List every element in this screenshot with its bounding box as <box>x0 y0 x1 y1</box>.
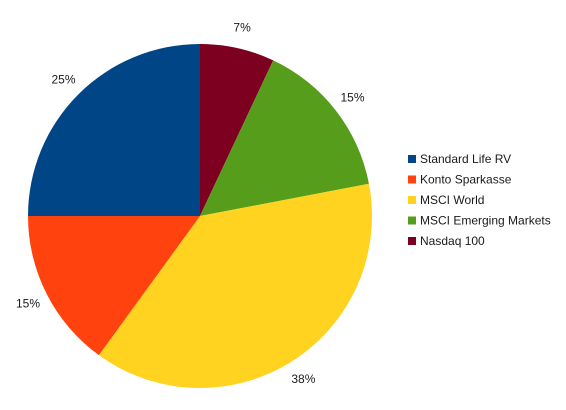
pie-slice-konto-sparkasse <box>28 216 200 356</box>
legend-swatch-standard-life-rv <box>408 155 416 163</box>
legend-label-standard-life-rv: Standard Life RV <box>420 152 511 166</box>
legend-swatch-msci-world <box>408 196 416 204</box>
pct-label-nasdaq-100: 7% <box>233 21 251 35</box>
legend-label-konto-sparkasse: Konto Sparkasse <box>420 173 512 187</box>
pct-label-konto-sparkasse: 15% <box>16 297 40 311</box>
pie-slices <box>28 44 372 388</box>
legend-swatch-msci-emerging-markets <box>408 216 416 225</box>
legend: Standard Life RV Konto Sparkasse MSCI Worl… <box>408 152 551 248</box>
pie-slice-msci-world <box>98 183 372 388</box>
pct-label-standard-life-rv: 25% <box>51 73 75 87</box>
pie-slice-msci-emerging-markets <box>200 60 369 217</box>
pie-slice-nasdaq-100 <box>200 44 274 216</box>
legend-swatch-konto-sparkasse <box>408 175 416 184</box>
pie-percent-labels: 7% 15% 38% 15% 25% <box>16 21 365 386</box>
legend-label-msci-emerging-markets: MSCI Emerging Markets <box>420 214 551 228</box>
legend-swatch-nasdaq-100 <box>408 237 416 245</box>
pct-label-msci-emerging-markets: 15% <box>340 91 364 105</box>
pct-label-msci-world: 38% <box>291 372 315 386</box>
legend-label-nasdaq-100: Nasdaq 100 <box>420 234 485 248</box>
legend-label-msci-world: MSCI World <box>420 193 484 207</box>
pie-slice-standard-life-rv <box>28 44 200 216</box>
